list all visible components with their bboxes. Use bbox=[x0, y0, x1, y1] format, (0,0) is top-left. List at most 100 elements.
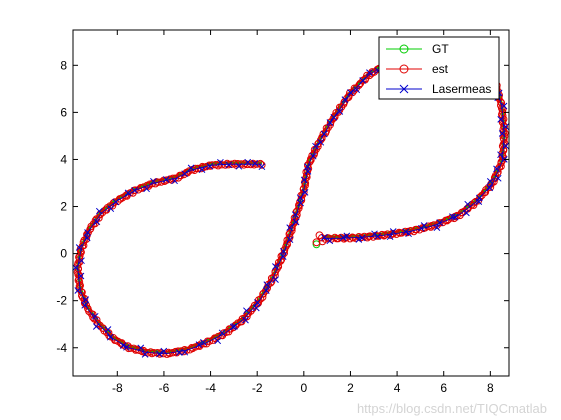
est-point bbox=[259, 293, 267, 301]
laser-point bbox=[358, 234, 366, 242]
legend-label: Lasermeas bbox=[432, 82, 491, 96]
laser-point bbox=[92, 323, 100, 330]
x-tick-label: -2 bbox=[252, 381, 263, 395]
laser-point bbox=[218, 329, 226, 337]
laser-point bbox=[341, 96, 349, 103]
est-point bbox=[108, 202, 117, 210]
y-tick-label: 6 bbox=[60, 105, 67, 119]
est-point bbox=[283, 239, 291, 248]
x-tick-label: -8 bbox=[112, 381, 123, 395]
legend-item-GT: GT bbox=[386, 42, 449, 56]
laser-point bbox=[251, 160, 259, 167]
est-point bbox=[310, 149, 319, 157]
y-tick-label: 4 bbox=[60, 152, 67, 166]
est-point bbox=[497, 159, 505, 167]
laser-point bbox=[175, 349, 183, 356]
legend-item-laser: Lasermeas bbox=[386, 82, 491, 96]
laser-point bbox=[321, 234, 328, 241]
laser-point bbox=[494, 174, 502, 182]
est-point bbox=[322, 127, 330, 135]
est-point bbox=[243, 312, 251, 321]
legend-circle-marker bbox=[399, 64, 409, 74]
est-point bbox=[229, 323, 238, 332]
axes-box bbox=[72, 29, 510, 377]
laser-point bbox=[242, 316, 249, 324]
est-point bbox=[478, 191, 486, 200]
laser-point bbox=[292, 218, 300, 226]
laser-point bbox=[359, 77, 367, 84]
laser-point bbox=[252, 304, 260, 312]
est-point bbox=[94, 320, 102, 328]
laser-point bbox=[339, 234, 347, 241]
laser-point bbox=[124, 189, 132, 197]
laser-point bbox=[304, 163, 311, 170]
laser-point bbox=[93, 218, 101, 226]
laser-point bbox=[162, 176, 170, 183]
laser-point bbox=[366, 69, 373, 76]
est-point bbox=[111, 198, 119, 206]
est-start-point bbox=[312, 238, 321, 247]
laser-point bbox=[436, 219, 444, 226]
est-point bbox=[346, 89, 354, 97]
y-tick-label: 8 bbox=[60, 58, 67, 72]
est-point bbox=[355, 81, 363, 90]
legend-label: est bbox=[432, 62, 449, 76]
laser-line bbox=[77, 48, 505, 355]
y-tick-label: 0 bbox=[60, 247, 67, 261]
laser-point bbox=[82, 296, 90, 303]
est-point bbox=[232, 321, 240, 330]
est-point bbox=[348, 88, 357, 97]
laser-point bbox=[297, 199, 304, 207]
est-point bbox=[363, 71, 371, 80]
x-tick-label: 2 bbox=[347, 381, 354, 395]
est-point bbox=[180, 170, 188, 179]
laser-point bbox=[486, 184, 494, 192]
legend-item-est: est bbox=[386, 62, 449, 76]
laser-point bbox=[326, 237, 334, 245]
laser-point bbox=[106, 333, 114, 341]
x-tick-label: 0 bbox=[300, 381, 307, 395]
est-point bbox=[470, 201, 478, 209]
legend: GT est Lasermeas bbox=[378, 36, 500, 100]
y-tick-label: -4 bbox=[56, 341, 67, 355]
x-tick-label: 4 bbox=[394, 381, 401, 395]
y-tick-label: -2 bbox=[56, 294, 67, 308]
laser-point bbox=[107, 205, 115, 213]
laser-point bbox=[475, 198, 483, 205]
est-point bbox=[79, 238, 88, 247]
x-tick-label: 6 bbox=[440, 381, 447, 395]
laser-point bbox=[464, 200, 472, 208]
est-start-point bbox=[318, 237, 327, 246]
est-point bbox=[267, 278, 276, 286]
laser-point bbox=[301, 189, 309, 196]
est-point bbox=[82, 301, 91, 309]
est-point bbox=[232, 161, 240, 169]
laser-point bbox=[243, 307, 250, 315]
legend-circle-marker bbox=[399, 44, 409, 54]
data-layer bbox=[72, 44, 510, 358]
legend-x-marker bbox=[399, 84, 409, 94]
laser-point bbox=[150, 177, 157, 185]
laser-point bbox=[214, 337, 222, 345]
laser-point bbox=[258, 163, 266, 171]
laser-point bbox=[286, 236, 294, 244]
laser-point bbox=[263, 281, 271, 288]
est-point bbox=[205, 337, 214, 345]
x-axis: -8 -6 -4 -2 0 2 4 6 8 bbox=[112, 30, 494, 395]
gt-start-point bbox=[312, 240, 321, 249]
est-point bbox=[93, 316, 101, 324]
laser-point bbox=[225, 161, 233, 169]
est-point bbox=[495, 163, 504, 171]
x-tick-label: 8 bbox=[487, 381, 494, 395]
laser-point bbox=[336, 108, 344, 115]
x-tick-label: -4 bbox=[205, 381, 216, 395]
laser-point bbox=[317, 138, 325, 146]
x-tick-label: -6 bbox=[159, 381, 170, 395]
laser-point bbox=[493, 165, 500, 173]
est-point bbox=[290, 217, 298, 226]
laser-point bbox=[200, 338, 207, 346]
y-tick-label: 2 bbox=[60, 200, 67, 214]
watermark: https://blog.csdn.net/TIQCmatlab bbox=[356, 401, 547, 416]
est-point bbox=[98, 208, 107, 217]
